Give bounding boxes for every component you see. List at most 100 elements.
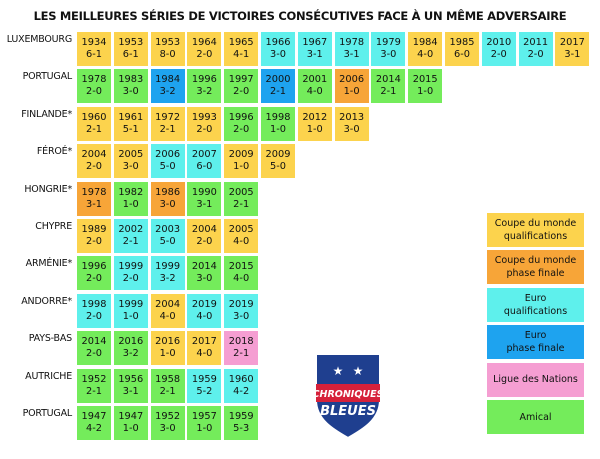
match-year: 1952 — [155, 411, 181, 422]
match-cell: 2001 4-0 — [296, 68, 333, 105]
legend-item: Coupe du monde qualifications — [486, 212, 585, 248]
match-year: 2014 — [191, 261, 217, 273]
match-year: 1997 — [228, 74, 254, 86]
match-year: 2010 — [486, 37, 512, 48]
match-year: 2017 — [191, 336, 217, 348]
match-score: 3-1 — [306, 49, 323, 60]
match-score: 2-0 — [85, 236, 102, 247]
match-cell: 1959 5-3 — [223, 405, 260, 441]
logo-line-1: CHRONIQUES — [313, 389, 384, 400]
match-cell: 1984 3-2 — [149, 68, 186, 105]
match-year: 2015 — [228, 261, 254, 273]
match-year: 1972 — [155, 111, 181, 123]
match-year: 2004 — [81, 149, 107, 161]
match-score: 5-1 — [122, 123, 139, 135]
match-score: 6-0 — [196, 161, 213, 173]
match-score: 2-1 — [85, 123, 102, 135]
chroniques-bleues-logo: ★ ★ CHRONIQUES BLEUES — [313, 353, 384, 440]
match-year: 2018 — [228, 336, 254, 348]
match-cell: 1996 2-0 — [223, 105, 260, 142]
match-cell: 1984 4-0 — [407, 31, 444, 67]
match-year: 1984 — [412, 37, 438, 48]
match-year: 1952 — [81, 373, 107, 385]
match-score: 3-1 — [85, 198, 102, 210]
match-cell: 1967 3-1 — [296, 31, 333, 67]
match-score: 3-0 — [159, 198, 176, 210]
country-label: PAYS-BAS — [28, 333, 72, 345]
match-cell: 2006 1-0 — [333, 68, 370, 105]
country-label: PORTUGAL — [22, 408, 73, 419]
match-year: 1996 — [191, 74, 217, 86]
match-score: 3-0 — [233, 310, 250, 322]
page-title: LES MEILLEURES SÉRIES DE VICTOIRES CONSÉ… — [33, 9, 567, 23]
match-cell: 2016 3-2 — [112, 330, 149, 367]
match-cell: 1982 1-0 — [112, 180, 149, 217]
legend-item: Ligue des Nations — [486, 361, 585, 398]
match-score: 1-0 — [122, 310, 139, 322]
country-label: ARMÉNIE* — [25, 258, 73, 270]
match-year: 2001 — [302, 74, 328, 86]
match-year: 1961 — [118, 111, 144, 123]
match-score: 3-0 — [380, 49, 397, 60]
match-cell: 2005 3-0 — [112, 143, 149, 180]
match-score: 6-0 — [453, 49, 470, 60]
match-year: 2006 — [155, 149, 181, 161]
match-cell: 1997 2-0 — [223, 68, 260, 105]
match-score: 2-0 — [490, 49, 507, 60]
match-year: 2009 — [265, 149, 291, 161]
match-year: 2017 — [559, 37, 585, 48]
match-year: 1998 — [81, 298, 107, 310]
match-score: 3-2 — [159, 86, 176, 98]
match-cell: 2009 1-0 — [223, 143, 260, 180]
match-score: 3-0 — [122, 86, 139, 98]
match-score: 4-0 — [417, 49, 434, 60]
match-year: 1953 — [118, 37, 144, 48]
match-year: 1984 — [155, 74, 181, 86]
match-year: 1999 — [118, 261, 144, 273]
match-score: 2-1 — [85, 385, 102, 397]
match-score: 2-0 — [85, 161, 102, 173]
match-cell: 1998 2-0 — [76, 292, 112, 329]
match-year: 1959 — [228, 411, 254, 422]
match-cell: 2006 5-0 — [149, 143, 186, 180]
match-year: 1993 — [191, 111, 217, 123]
match-year: 2009 — [228, 149, 254, 161]
match-score: 4-1 — [233, 49, 250, 60]
match-score: 4-2 — [233, 385, 250, 397]
svg-text:★: ★ — [353, 364, 364, 378]
match-year: 1989 — [81, 224, 107, 235]
match-score: 2-1 — [159, 123, 176, 135]
match-score: 3-0 — [196, 273, 213, 285]
country-label: FINLANDE* — [21, 108, 72, 120]
match-cell: 1999 3-2 — [149, 255, 186, 292]
match-year: 2012 — [302, 111, 328, 123]
match-year: 1947 — [118, 411, 144, 422]
match-year: 2013 — [339, 111, 365, 123]
match-year: 1990 — [191, 186, 217, 198]
country-label: FÉROÉ* — [36, 146, 72, 158]
match-score: 2-0 — [196, 123, 213, 135]
match-score: 5-0 — [159, 236, 176, 247]
match-cell: 2007 6-0 — [186, 143, 223, 180]
match-score: 2-0 — [85, 348, 102, 360]
match-cell: 2004 2-0 — [186, 218, 223, 254]
match-year: 2007 — [191, 149, 217, 161]
match-score: 1-0 — [343, 86, 360, 98]
match-cell: 2019 4-0 — [186, 292, 223, 329]
match-year: 2005 — [118, 149, 144, 161]
legend-item: Euro qualifications — [486, 286, 585, 323]
match-year: 2019 — [228, 298, 254, 310]
match-score: 2-0 — [85, 310, 102, 322]
match-year: 2016 — [118, 336, 144, 348]
match-year: 2014 — [375, 74, 401, 86]
match-year: 2004 — [191, 224, 217, 235]
match-score: 2-0 — [85, 273, 102, 285]
match-cell: 2002 2-1 — [112, 218, 149, 254]
match-year: 1964 — [191, 37, 217, 48]
match-score: 5-2 — [196, 385, 213, 397]
match-year: 1999 — [155, 261, 181, 273]
match-score: 4-0 — [196, 348, 213, 360]
match-year: 2005 — [228, 224, 254, 235]
country-label: CHYPRE — [35, 221, 72, 232]
match-cell: 1953 6-1 — [112, 31, 149, 67]
